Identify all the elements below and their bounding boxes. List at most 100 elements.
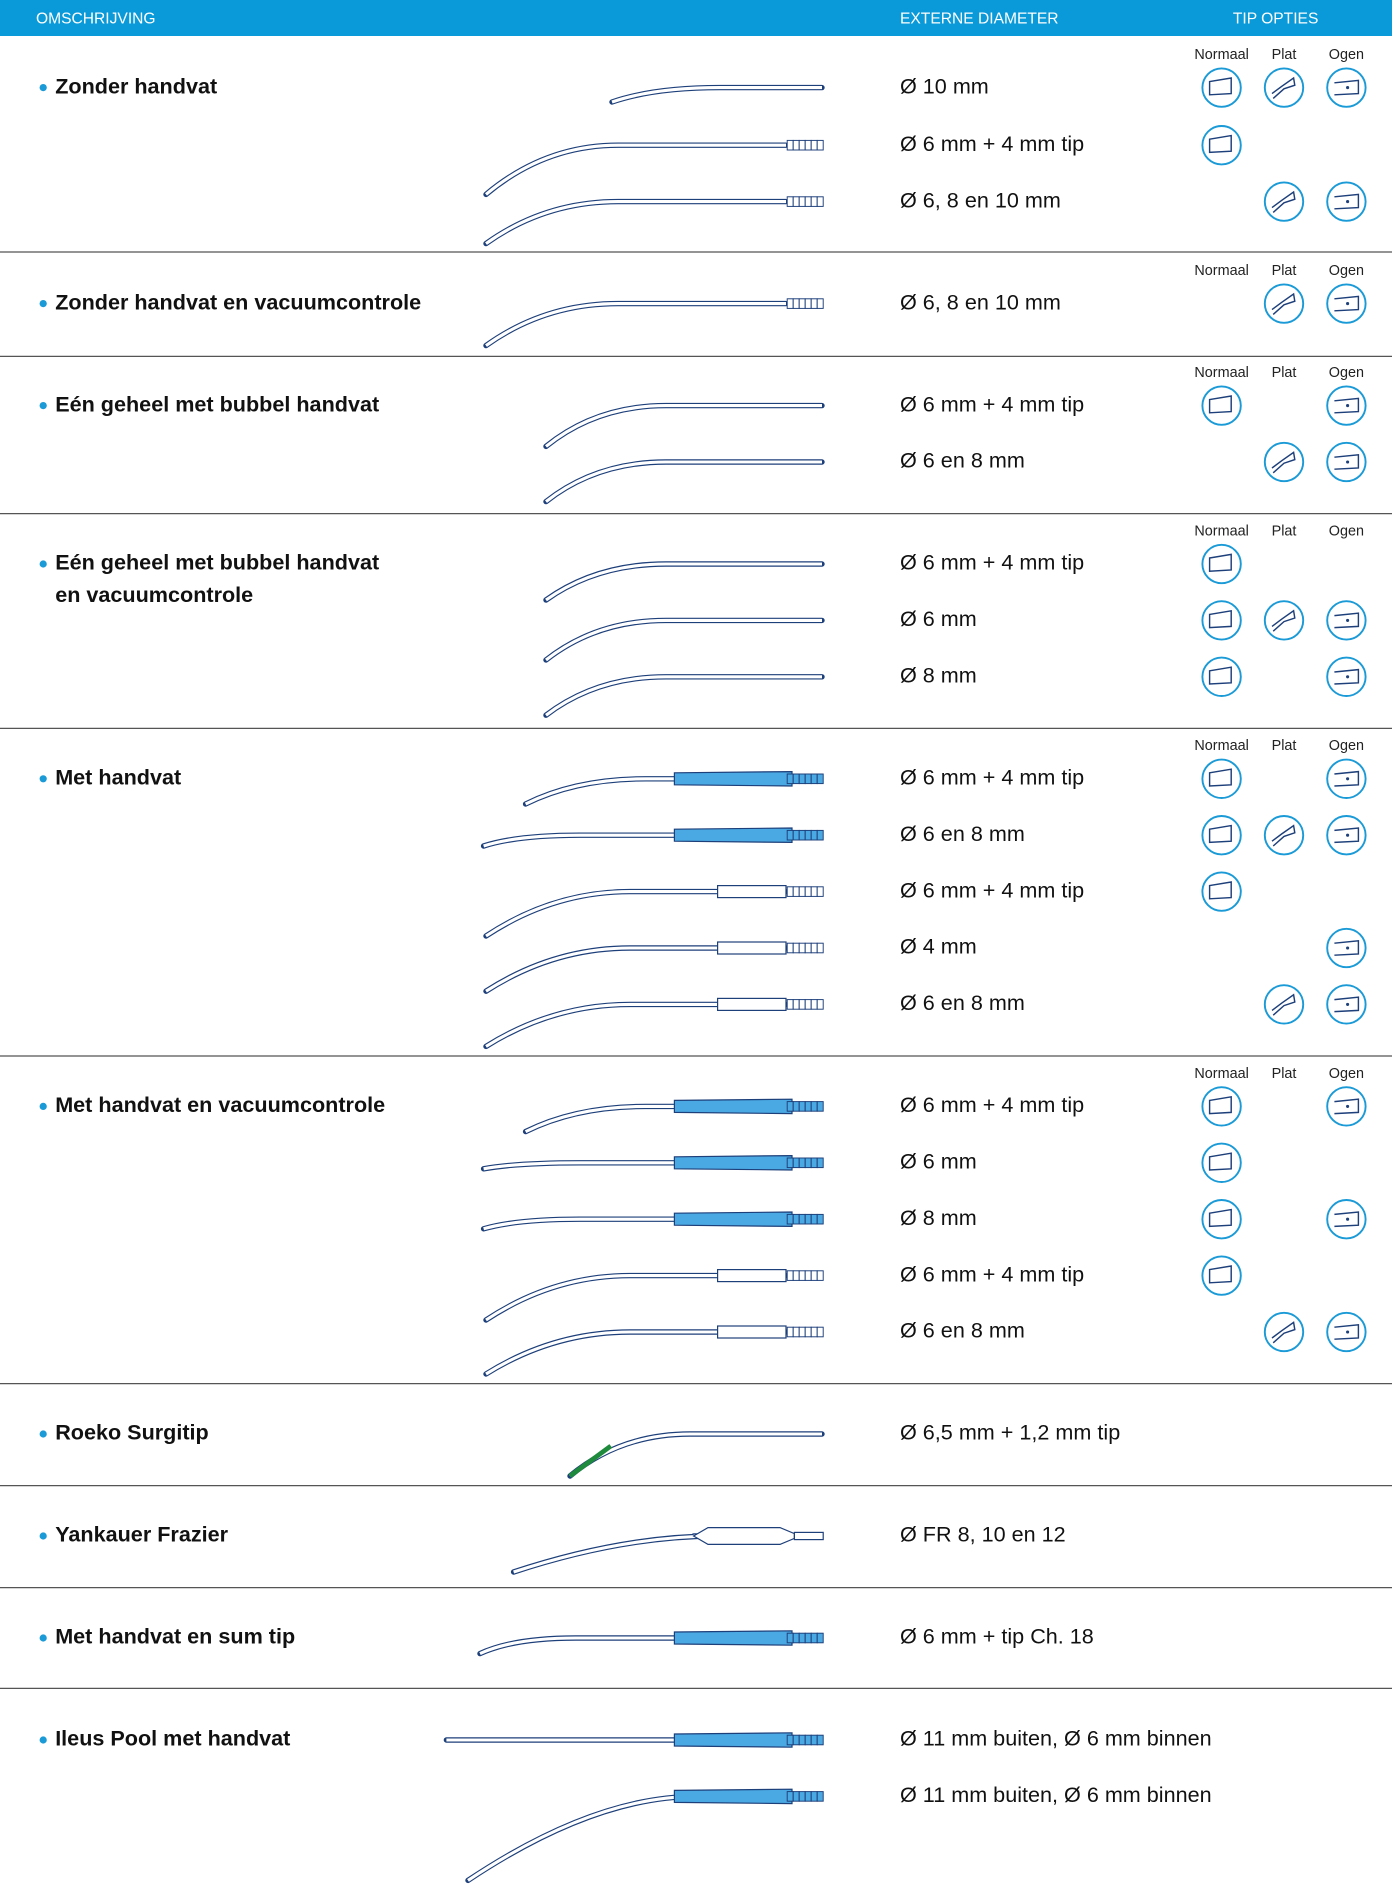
tube-inner <box>484 143 786 196</box>
tip-icon <box>1326 1199 1367 1240</box>
tip-shape <box>1208 1095 1232 1115</box>
rib <box>798 1326 806 1338</box>
tip-eye <box>1346 302 1350 306</box>
diameter: Ø 6 mm + tip Ch. 18 <box>900 1624 1094 1649</box>
tube-inner <box>485 1330 786 1376</box>
tube-outline <box>510 1533 718 1575</box>
tip-circle <box>1263 283 1305 324</box>
tip-icon <box>1263 815 1305 856</box>
tube-inner <box>545 460 822 503</box>
tip-shape <box>1271 1321 1296 1344</box>
tip-label: Normaal <box>1194 1066 1248 1082</box>
tip-label: Ogen <box>1329 47 1364 63</box>
rib <box>792 1101 800 1112</box>
tube-inner <box>545 562 822 602</box>
diameter: Ø 4 mm <box>900 934 977 959</box>
tip-icon <box>1263 283 1305 324</box>
tip-icon <box>1201 758 1242 799</box>
rib <box>810 829 818 841</box>
section-title: Eén geheel met bubbel handvat <box>55 550 379 575</box>
rib <box>816 139 824 151</box>
rib <box>816 942 824 954</box>
rib <box>798 1213 806 1225</box>
handle <box>717 1269 787 1283</box>
tip-shape <box>1334 397 1360 414</box>
rib <box>786 886 794 897</box>
tip-icon <box>1263 600 1305 641</box>
bullet <box>39 1634 47 1642</box>
tip-shape <box>1271 609 1296 632</box>
header-diameter: EXTERNE DIAMETER <box>900 10 1059 27</box>
section-title: Roeko Surgitip <box>55 1420 209 1445</box>
tube-inner <box>485 200 786 245</box>
rib <box>804 773 812 785</box>
tip-label: Plat <box>1272 523 1297 539</box>
diameter: Ø 11 mm buiten, Ø 6 mm binnen <box>900 1726 1212 1751</box>
handle <box>717 941 787 955</box>
tip-label: Normaal <box>1194 365 1248 381</box>
tip-icon <box>1326 758 1367 799</box>
tip-eye <box>1346 675 1350 679</box>
header-description: OMSCHRIJVING <box>36 10 156 27</box>
rib <box>810 999 818 1010</box>
rib <box>786 1326 794 1338</box>
handle <box>717 997 787 1011</box>
tip-icon <box>1201 67 1242 108</box>
tip-eye <box>1346 833 1350 837</box>
rib <box>804 1734 812 1746</box>
rib <box>792 829 800 841</box>
tip-icon <box>1201 656 1242 697</box>
tip-label: Ogen <box>1329 263 1364 279</box>
rib <box>792 1734 800 1746</box>
tip-shape <box>1334 770 1360 787</box>
rib <box>804 1157 812 1169</box>
tube-inner <box>485 1274 786 1322</box>
tip-label: Ogen <box>1329 1066 1364 1082</box>
tip-circle <box>1201 871 1242 912</box>
rib <box>810 773 818 785</box>
rib <box>798 196 806 207</box>
rib <box>798 886 806 897</box>
bullet <box>39 1430 47 1438</box>
tip-icon <box>1201 125 1242 166</box>
tip-circle <box>1201 656 1242 697</box>
rib <box>792 196 800 207</box>
tip-label: Plat <box>1272 1066 1297 1082</box>
rib <box>798 942 806 954</box>
handle <box>673 827 793 844</box>
rib <box>810 1734 818 1746</box>
tip-icon <box>1326 181 1367 222</box>
yankauer-handle <box>692 1527 795 1545</box>
tip-circle <box>1201 1255 1242 1296</box>
rib <box>786 773 794 785</box>
tip-shape <box>1271 993 1296 1016</box>
tip-shape <box>1334 1324 1360 1340</box>
rib <box>816 196 824 207</box>
tip-icon <box>1326 441 1367 483</box>
bullet <box>39 402 47 410</box>
rib <box>816 1213 824 1225</box>
handle <box>673 1211 793 1228</box>
tip-shape <box>1271 451 1296 474</box>
tip-shape <box>1208 824 1232 844</box>
diameter: Ø 6 mm <box>900 1149 977 1174</box>
section-title: Met handvat <box>55 765 181 790</box>
tip-icon <box>1263 181 1305 222</box>
diameter: Ø 8 mm <box>900 1205 977 1230</box>
tube-inner <box>485 1002 786 1048</box>
tube-outline <box>483 888 789 939</box>
tip-icon <box>1326 927 1367 969</box>
rib <box>804 829 812 841</box>
tip-shape <box>1208 134 1232 154</box>
tip-shape <box>1334 79 1360 96</box>
header-tips: TIP OPTIES <box>1233 10 1319 27</box>
diameter: Ø 8 mm <box>900 663 977 688</box>
tip-shape <box>1334 827 1360 844</box>
tip-shape <box>1334 295 1360 312</box>
rib <box>816 1270 824 1281</box>
green-tip <box>568 1444 613 1478</box>
rib <box>810 886 818 897</box>
tip-icon <box>1326 283 1367 324</box>
rib <box>798 1101 806 1112</box>
rib <box>804 1213 812 1225</box>
